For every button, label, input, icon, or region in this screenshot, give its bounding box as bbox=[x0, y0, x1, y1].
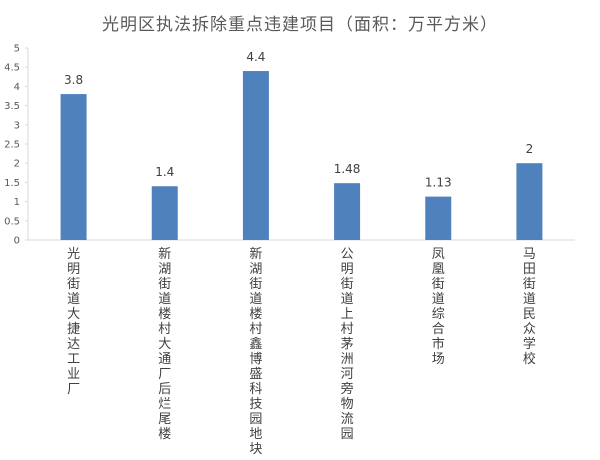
data-label: 2 bbox=[526, 142, 534, 156]
category-label-char: 物 bbox=[341, 397, 354, 412]
category-label-char: 科 bbox=[249, 382, 262, 397]
category-label-char: 楼 bbox=[249, 307, 262, 322]
y-tick-label: 2 bbox=[14, 159, 20, 170]
category-label-char: 上 bbox=[341, 307, 354, 322]
data-label: 4.4 bbox=[246, 50, 265, 64]
category-label-char: 村 bbox=[249, 322, 262, 337]
y-tick-label: 3.5 bbox=[4, 101, 20, 112]
category-label-char: 厂 bbox=[158, 367, 171, 382]
category-label-char: 流 bbox=[341, 412, 354, 427]
category-label-char: 盛 bbox=[249, 367, 262, 382]
category-label-char: 大 bbox=[67, 307, 80, 322]
category-label-char: 烂 bbox=[158, 397, 171, 412]
category-label-char: 学 bbox=[523, 336, 536, 352]
category-label-char: 街 bbox=[249, 277, 262, 292]
category-label-char: 湖 bbox=[249, 262, 262, 277]
category-label-char: 新 bbox=[158, 246, 171, 262]
category-label-char: 后 bbox=[158, 382, 171, 397]
category-label-char: 河 bbox=[341, 367, 354, 382]
category-label-char: 道 bbox=[67, 292, 80, 307]
category-label-char: 大 bbox=[158, 337, 171, 352]
y-tick-label: 4 bbox=[14, 82, 20, 93]
category-label-char: 田 bbox=[523, 262, 536, 277]
category-label-char: 道 bbox=[158, 292, 171, 307]
category-label-char: 道 bbox=[432, 292, 445, 307]
category-label-char: 街 bbox=[158, 277, 171, 292]
category-label-char: 公 bbox=[341, 247, 354, 262]
chart-title: 光明区执法拆除重点违建项目（面积：万平方米） bbox=[102, 15, 498, 35]
category-label-char: 场 bbox=[432, 352, 445, 367]
category-label-char: 村 bbox=[158, 322, 171, 337]
data-label: 3.8 bbox=[64, 73, 83, 87]
bar bbox=[151, 186, 178, 240]
category-label-char: 明 bbox=[67, 262, 80, 277]
category-label-char: 楼 bbox=[158, 427, 171, 442]
category-label-char: 楼 bbox=[158, 307, 171, 322]
bar bbox=[516, 163, 543, 240]
category-label-char: 鑫 bbox=[249, 336, 262, 352]
data-label: 1.13 bbox=[425, 176, 452, 190]
category-label-char: 街 bbox=[341, 277, 354, 292]
category-label-char: 民 bbox=[523, 307, 536, 322]
category-label-char: 合 bbox=[432, 322, 445, 337]
bar bbox=[334, 183, 361, 240]
category-label-char: 光 bbox=[67, 247, 80, 262]
category-label-char: 村 bbox=[341, 322, 354, 337]
bar bbox=[425, 196, 452, 240]
bar bbox=[242, 71, 269, 240]
category-label-char: 博 bbox=[249, 352, 262, 367]
bar bbox=[60, 94, 87, 240]
category-label-char: 厂 bbox=[67, 382, 80, 397]
category-label-char: 凰 bbox=[432, 262, 445, 277]
y-tick-label: 1.5 bbox=[4, 178, 20, 189]
category-label-char: 市 bbox=[432, 336, 445, 352]
category-label-char: 茅 bbox=[341, 337, 354, 352]
category-label-char: 道 bbox=[341, 292, 354, 307]
category-label-char: 街 bbox=[523, 277, 536, 292]
category-label-char: 洲 bbox=[341, 352, 354, 367]
category-label-char: 街 bbox=[432, 277, 445, 292]
category-label-char: 块 bbox=[249, 442, 262, 457]
category-label-char: 捷 bbox=[67, 322, 80, 337]
y-tick-label: 0 bbox=[14, 236, 20, 247]
category-label-char: 业 bbox=[67, 367, 80, 382]
category-label-char: 地 bbox=[249, 427, 262, 442]
y-tick-label: 1 bbox=[14, 197, 20, 208]
category-label-char: 工 bbox=[67, 352, 80, 367]
category-label-char: 园 bbox=[341, 427, 354, 442]
y-tick-label: 3 bbox=[14, 120, 20, 131]
y-tick-label: 0.5 bbox=[4, 216, 20, 227]
category-label-char: 马 bbox=[523, 247, 536, 262]
category-label-char: 综 bbox=[432, 307, 445, 322]
category-label-char: 尾 bbox=[158, 412, 171, 427]
category-label-char: 校 bbox=[523, 351, 536, 367]
y-tick-label: 4.5 bbox=[4, 63, 20, 74]
category-label-char: 湖 bbox=[158, 262, 171, 277]
y-tick-label: 5 bbox=[14, 44, 20, 55]
category-label-char: 道 bbox=[523, 292, 536, 307]
category-label-char: 旁 bbox=[341, 381, 354, 397]
category-label-char: 凤 bbox=[432, 247, 445, 262]
category-label-char: 道 bbox=[249, 292, 262, 307]
y-tick-label: 2.5 bbox=[4, 140, 20, 151]
category-label-char: 街 bbox=[67, 277, 80, 292]
category-label-char: 园 bbox=[249, 412, 262, 427]
data-label: 1.48 bbox=[334, 162, 361, 176]
category-label-char: 达 bbox=[67, 337, 80, 352]
category-label-char: 技 bbox=[249, 397, 262, 412]
category-label-char: 通 bbox=[158, 352, 171, 367]
category-label-char: 众 bbox=[523, 322, 536, 337]
category-label-char: 新 bbox=[249, 246, 262, 262]
category-label-char: 明 bbox=[341, 262, 354, 277]
data-label: 1.4 bbox=[155, 165, 174, 179]
